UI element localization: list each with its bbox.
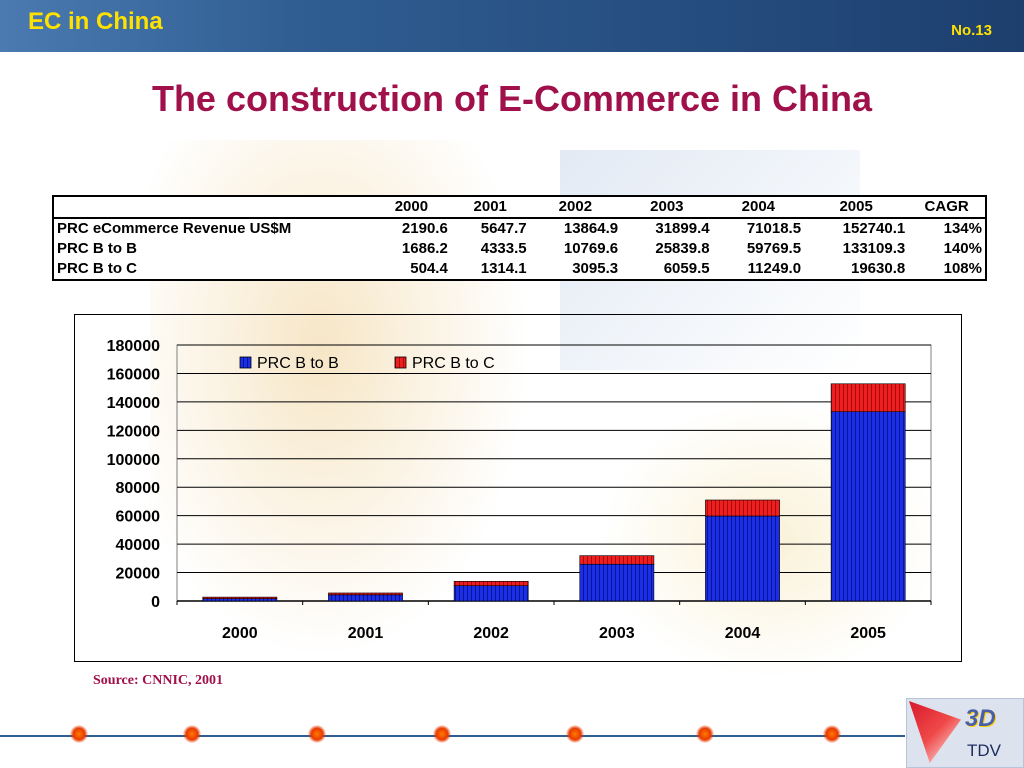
burst-icon bbox=[433, 725, 451, 743]
table-cell: 1314.1 bbox=[480, 260, 527, 277]
bar-b2c bbox=[328, 592, 403, 596]
plot-area bbox=[176, 344, 932, 602]
table-cell: 13864.9 bbox=[563, 220, 619, 237]
table-header-cell: 2000 bbox=[394, 198, 429, 215]
chart-frame: 0 20000 40000 60000 80000 100000 120000 140000 1… bbox=[74, 314, 962, 662]
page-title: The construction of E-Commerce in China bbox=[151, 78, 873, 119]
y-tick-label: 160000 bbox=[107, 366, 160, 383]
table-cell: 71018.5 bbox=[746, 220, 802, 237]
stacked-bar-chart: 0 20000 40000 60000 80000 100000 120000 140000 1… bbox=[107, 338, 932, 642]
x-tick-label: 2002 bbox=[473, 625, 509, 642]
y-tick-label: 120000 bbox=[107, 423, 160, 440]
logo-name: TDV bbox=[967, 741, 1001, 760]
bar-b2c bbox=[705, 499, 780, 517]
table-cell: 2190.6 bbox=[401, 220, 448, 237]
y-tick-label: 60000 bbox=[116, 509, 161, 526]
table-cell: 504.4 bbox=[410, 260, 448, 277]
bar-b2b bbox=[453, 585, 529, 602]
table-row: PRC B to C 504.4 1314.1 3095.3 6059.5 11… bbox=[53, 259, 986, 280]
table-cell: 11249.0 bbox=[747, 260, 802, 277]
bar-b2c bbox=[202, 596, 278, 599]
table-cell: 59769.5 bbox=[746, 240, 802, 257]
table-cell: 140% bbox=[943, 240, 982, 257]
flag-icon bbox=[909, 701, 961, 763]
table-header-row: 2000 2001 2002 2003 2004 2005 CAGR bbox=[53, 196, 986, 218]
table-cell: 10769.6 bbox=[563, 240, 619, 257]
header-bar: EC in China No.13 bbox=[0, 0, 1024, 52]
table-cell: 152740.1 bbox=[842, 220, 906, 237]
table-cell: 6059.5 bbox=[663, 260, 710, 277]
row-label: PRC B to B bbox=[57, 240, 137, 257]
table-header-cell: CAGR bbox=[924, 198, 969, 215]
table-cell: 1686.2 bbox=[401, 240, 448, 257]
x-tick-label: 2003 bbox=[599, 625, 635, 642]
table-row: PRC B to B 1686.2 4333.5 10769.6 25839.8… bbox=[53, 239, 986, 259]
table-cell: 133109.3 bbox=[842, 240, 906, 257]
x-tick-label: 2004 bbox=[725, 625, 761, 642]
legend-swatch-b2c bbox=[394, 356, 407, 369]
slide-number: No.13 bbox=[951, 22, 992, 39]
burst-icon bbox=[566, 725, 584, 743]
table-cell: 19630.8 bbox=[851, 260, 906, 277]
footer-divider bbox=[0, 735, 905, 737]
company-logo: 3D TDV bbox=[906, 698, 1024, 768]
logo-mark: 3D bbox=[965, 705, 996, 732]
x-tick-label: 2005 bbox=[850, 625, 886, 642]
bar-b2b bbox=[830, 411, 906, 602]
burst-icon bbox=[696, 725, 714, 743]
bar-b2b bbox=[202, 598, 278, 602]
x-tick-label: 2001 bbox=[348, 625, 384, 642]
table-row: PRC eCommerce Revenue US$M 2190.6 5647.7… bbox=[53, 218, 986, 239]
bar-b2b bbox=[705, 515, 780, 602]
table-header-cell: 2005 bbox=[839, 198, 873, 215]
row-label: PRC B to C bbox=[57, 260, 137, 277]
y-tick-label: 0 bbox=[151, 594, 160, 611]
table-header-cell: 2003 bbox=[650, 198, 684, 215]
burst-icon bbox=[183, 725, 201, 743]
table-header-cell: 2001 bbox=[473, 198, 507, 215]
legend-swatch-b2b bbox=[239, 356, 252, 369]
burst-icon bbox=[823, 725, 841, 743]
x-tick-label: 2000 bbox=[222, 625, 258, 642]
bar-b2b bbox=[328, 594, 403, 602]
legend-label: PRC B to B bbox=[257, 355, 339, 372]
burst-icon bbox=[308, 725, 326, 743]
legend-label: PRC B to C bbox=[412, 355, 495, 372]
bar-b2c bbox=[830, 383, 906, 412]
row-label: PRC eCommerce Revenue US$M bbox=[57, 220, 292, 237]
y-tick-label: 140000 bbox=[107, 395, 160, 412]
bar-b2b bbox=[579, 563, 655, 602]
y-tick-label: 80000 bbox=[116, 480, 161, 497]
table-cell: 5647.7 bbox=[480, 220, 527, 237]
y-tick-label: 40000 bbox=[116, 537, 161, 554]
source-note: Source: CNNIC, 2001 bbox=[93, 673, 224, 688]
table-header-cell bbox=[53, 196, 372, 218]
table-cell: 134% bbox=[943, 220, 982, 237]
header-title: EC in China bbox=[28, 8, 163, 35]
table-cell: 31899.4 bbox=[655, 220, 710, 237]
revenue-table: 2000 2001 2002 2003 2004 2005 CAGR PRC e… bbox=[52, 195, 987, 281]
table-header-cell: 2002 bbox=[558, 198, 593, 215]
table-cell: 108% bbox=[943, 260, 982, 277]
y-tick-label: 100000 bbox=[107, 452, 160, 469]
table-cell: 4333.5 bbox=[480, 240, 527, 257]
table-cell: 3095.3 bbox=[572, 260, 619, 277]
burst-icon bbox=[70, 725, 88, 743]
table-header-cell: 2004 bbox=[741, 198, 776, 215]
bar-b2c bbox=[579, 555, 655, 565]
table-cell: 25839.8 bbox=[655, 240, 710, 257]
bar-b2c bbox=[453, 580, 529, 586]
y-tick-label: 180000 bbox=[107, 338, 160, 355]
y-tick-label: 20000 bbox=[116, 566, 161, 583]
